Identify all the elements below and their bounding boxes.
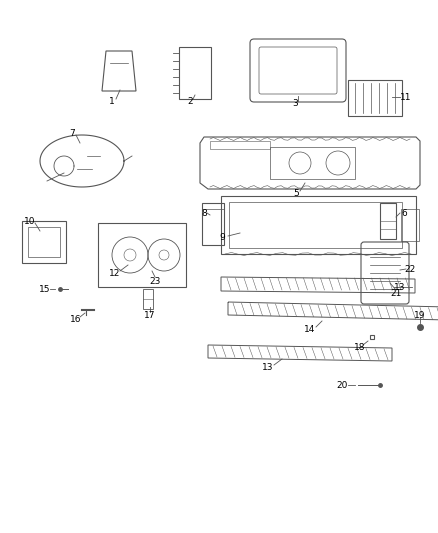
Bar — [202, 203, 224, 245]
Text: 6: 6 — [401, 208, 407, 217]
Text: 17: 17 — [144, 311, 156, 319]
Text: 11: 11 — [400, 93, 412, 101]
Bar — [143, 289, 153, 309]
Text: 22: 22 — [404, 264, 416, 273]
Bar — [98, 223, 186, 287]
Text: 9: 9 — [219, 233, 225, 243]
Text: 8: 8 — [201, 208, 207, 217]
Bar — [210, 141, 270, 149]
Text: 23: 23 — [149, 277, 161, 286]
Text: 10: 10 — [24, 216, 36, 225]
Text: 16: 16 — [70, 314, 82, 324]
Bar — [401, 209, 419, 241]
Text: 21: 21 — [390, 288, 402, 297]
Text: 14: 14 — [304, 325, 316, 334]
Bar — [221, 196, 416, 254]
Text: 5: 5 — [293, 189, 299, 198]
Bar — [179, 47, 211, 99]
Text: 13: 13 — [394, 282, 406, 292]
Bar — [229, 202, 402, 248]
Bar — [22, 221, 66, 263]
Bar — [270, 147, 355, 179]
Text: 18: 18 — [354, 343, 366, 351]
Text: 2: 2 — [187, 96, 193, 106]
Text: 19: 19 — [414, 311, 426, 319]
Text: 3: 3 — [292, 99, 298, 108]
Text: 20: 20 — [336, 381, 348, 390]
Text: 1: 1 — [109, 96, 115, 106]
Text: 13: 13 — [262, 362, 274, 372]
Text: 12: 12 — [110, 269, 121, 278]
Text: 15: 15 — [39, 285, 51, 294]
Text: 7: 7 — [69, 128, 75, 138]
Bar — [28, 227, 60, 257]
Bar — [348, 80, 402, 116]
Bar — [380, 203, 396, 239]
